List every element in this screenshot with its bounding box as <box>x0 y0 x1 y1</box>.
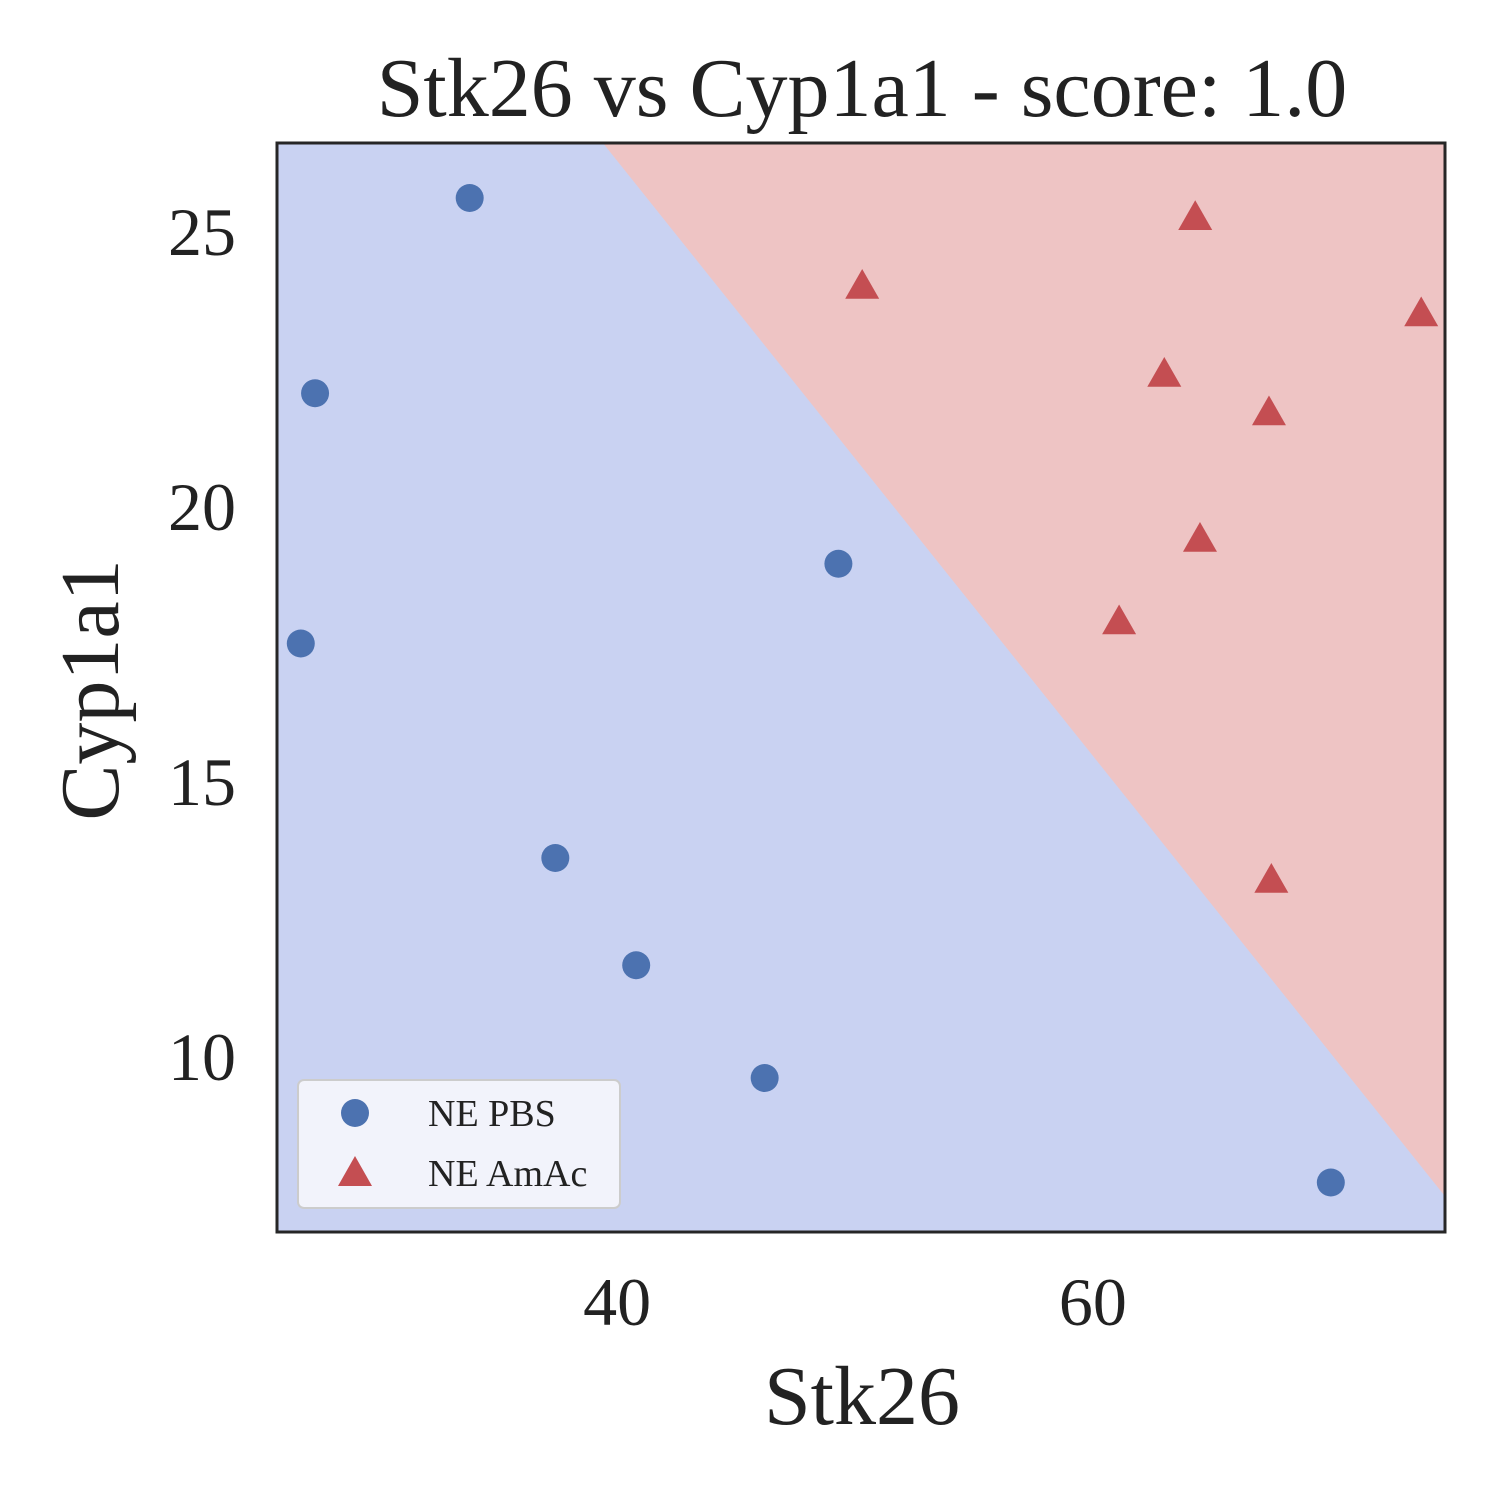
point-ne-pbs <box>1316 1168 1345 1197</box>
x-tick-label: 60 <box>1059 1264 1127 1340</box>
legend-label: NE PBS <box>428 1093 556 1135</box>
point-ne-pbs <box>541 844 570 872</box>
point-ne-pbs <box>750 1064 779 1092</box>
point-ne-pbs <box>286 629 315 658</box>
point-ne-amac <box>1178 200 1213 230</box>
point-ne-amac <box>1147 357 1182 387</box>
y-tick-label: 20 <box>168 469 236 545</box>
y-tick-label: 10 <box>168 1019 236 1095</box>
y-axis-ticks: 10 15 20 25 <box>168 194 236 1095</box>
x-axis-ticks: 40 60 <box>583 1264 1127 1340</box>
point-ne-pbs <box>455 184 484 212</box>
x-tick-label: 40 <box>583 1264 651 1340</box>
y-axis-label: Cyp1a1 <box>44 559 137 820</box>
point-ne-pbs <box>824 549 853 578</box>
x-axis-label: Stk26 <box>764 1350 960 1443</box>
legend-box <box>297 1079 621 1209</box>
legend: NE PBS NE AmAc <box>297 1079 621 1209</box>
decision-region-ne-amac <box>602 143 1445 1197</box>
point-ne-amac <box>845 269 880 299</box>
y-tick-label: 25 <box>168 194 236 270</box>
plot-frame <box>275 141 1447 1234</box>
plot-area <box>275 141 1447 1234</box>
y-tick-label: 15 <box>168 744 236 820</box>
point-ne-amac <box>1102 604 1137 635</box>
point-ne-amac <box>1182 522 1217 552</box>
point-ne-pbs <box>301 379 330 408</box>
point-ne-amac <box>1254 863 1289 893</box>
point-ne-amac <box>1404 296 1439 327</box>
legend-marker-ne-pbs <box>341 1099 369 1127</box>
point-ne-amac <box>1251 395 1286 426</box>
legend-label: NE AmAc <box>428 1153 587 1195</box>
point-ne-pbs <box>622 951 651 980</box>
chart-title: Stk26 vs Cyp1a1 - score: 1.0 <box>377 42 1348 135</box>
legend-marker-ne-amac <box>338 1156 372 1186</box>
